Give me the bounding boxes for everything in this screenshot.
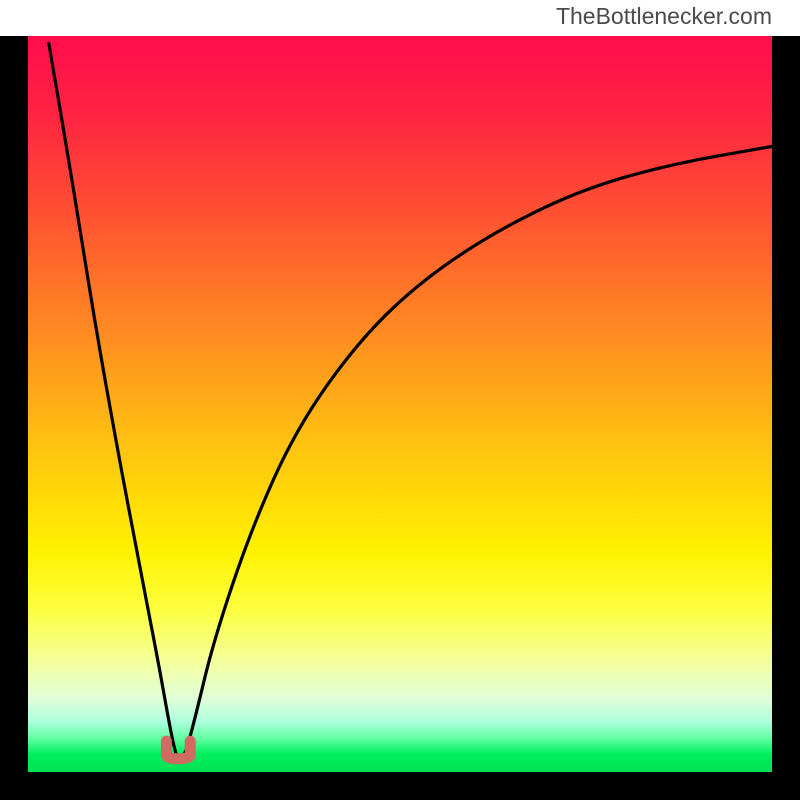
bottleneck-chart: TheBottlenecker.com xyxy=(0,0,800,800)
attribution-text: TheBottlenecker.com xyxy=(556,3,772,29)
plot-background xyxy=(28,36,772,772)
